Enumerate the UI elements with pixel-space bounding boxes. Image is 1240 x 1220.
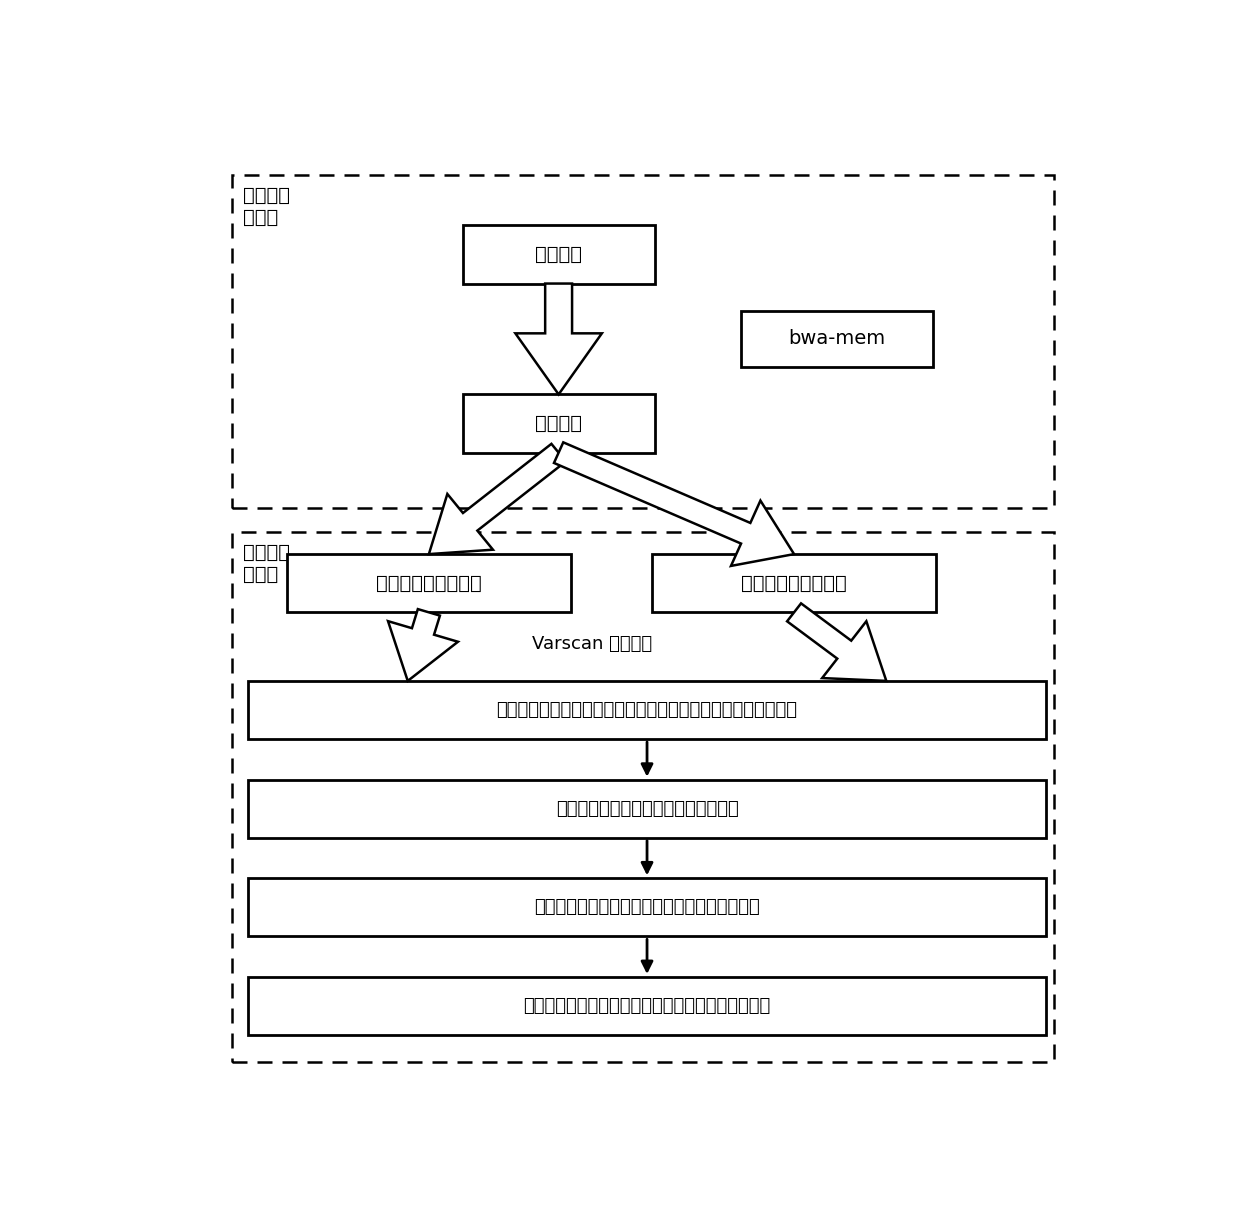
Text: 下机数据: 下机数据 <box>536 245 582 264</box>
Bar <box>463 394 655 453</box>
Bar <box>652 554 936 612</box>
Text: 检测程序
外完成: 检测程序 外完成 <box>243 185 290 227</box>
Polygon shape <box>516 283 601 394</box>
Bar <box>463 226 655 283</box>
Polygon shape <box>554 443 794 566</box>
Bar <box>248 780 1045 838</box>
Polygon shape <box>429 444 565 554</box>
Text: 计算体细胞突变中发生单核苷酸位点突变及插入缺失突变的数量: 计算体细胞突变中发生单核苷酸位点突变及插入缺失突变的数量 <box>496 702 797 719</box>
Text: 对照样本比对后序列: 对照样本比对后序列 <box>742 573 847 593</box>
Bar <box>232 532 1054 1063</box>
Text: 对以上突变中的驱动基因以及同义突变进行过滤: 对以上突变中的驱动基因以及同义突变进行过滤 <box>534 898 760 916</box>
Text: 比对文件: 比对文件 <box>536 414 582 433</box>
Bar <box>742 311 934 367</box>
Text: 肿瘤样本比对后序列: 肿瘤样本比对后序列 <box>376 573 482 593</box>
Text: 对以上突变中重复区附近突变进行过滤: 对以上突变中重复区附近突变进行过滤 <box>556 799 738 817</box>
Bar <box>288 554 570 612</box>
Text: Varscan 变异检测: Varscan 变异检测 <box>532 636 652 653</box>
Text: 检测程序
内完成: 检测程序 内完成 <box>243 543 290 584</box>
Text: bwa-mem: bwa-mem <box>789 329 885 349</box>
Text: 计算过滤后体细胞突变数目，确定样本肿瘤突变负荷: 计算过滤后体细胞突变数目，确定样本肿瘤突变负荷 <box>523 997 770 1015</box>
Bar <box>248 878 1045 937</box>
Bar <box>248 681 1045 739</box>
Polygon shape <box>388 609 458 681</box>
Bar <box>232 174 1054 508</box>
Bar <box>248 977 1045 1035</box>
Polygon shape <box>787 604 887 681</box>
